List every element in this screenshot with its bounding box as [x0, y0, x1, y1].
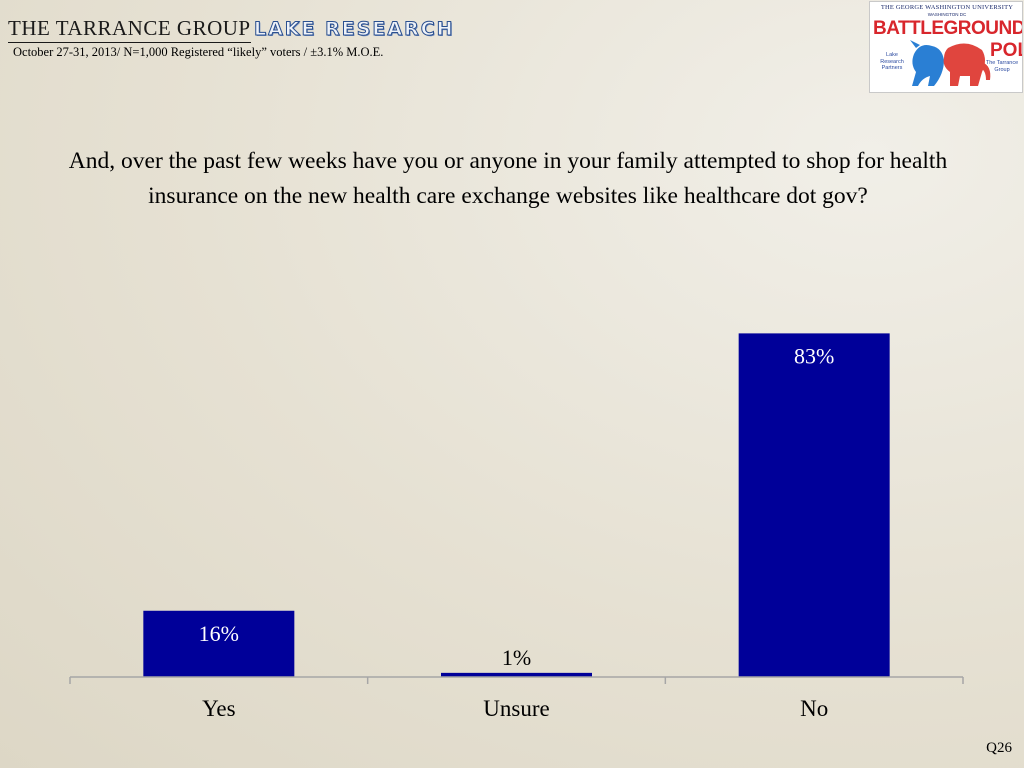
- bar-unsure: [441, 672, 592, 677]
- lake-research-caption: Lake Research Partners: [880, 52, 904, 71]
- tarrance-group-logo: THE TARRANCE GROUP: [8, 16, 251, 43]
- category-label: Yes: [202, 696, 236, 721]
- university-name: THE GEORGE WASHINGTON UNIVERSITY: [880, 4, 1014, 11]
- battleground-word: BATTLEGROUND: [873, 18, 1023, 39]
- bar-no: [738, 333, 890, 677]
- poll-word: POLL: [990, 40, 1022, 61]
- data-label: 83%: [794, 343, 834, 368]
- survey-question: And, over the past few weeks have you or…: [68, 148, 948, 209]
- tarrance-caption: The Tarrance Group: [985, 60, 1019, 73]
- question-number: Q26: [986, 740, 1012, 756]
- battleground-poll-logo: THE GEORGE WASHINGTON UNIVERSITY WASHING…: [869, 1, 1023, 93]
- lake-research-logo: LAKE RESEARCH: [254, 18, 455, 41]
- data-label: 1%: [502, 645, 531, 670]
- category-label: No: [800, 696, 828, 721]
- survey-subtitle: October 27-31, 2013/ N=1,000 Registered …: [13, 45, 384, 59]
- battleground-mascots-icon: [910, 40, 991, 86]
- category-label: Unsure: [483, 696, 549, 721]
- university-location: WASHINGTON DC: [927, 12, 967, 17]
- data-label: 16%: [199, 621, 239, 646]
- bar-yes: [143, 610, 295, 677]
